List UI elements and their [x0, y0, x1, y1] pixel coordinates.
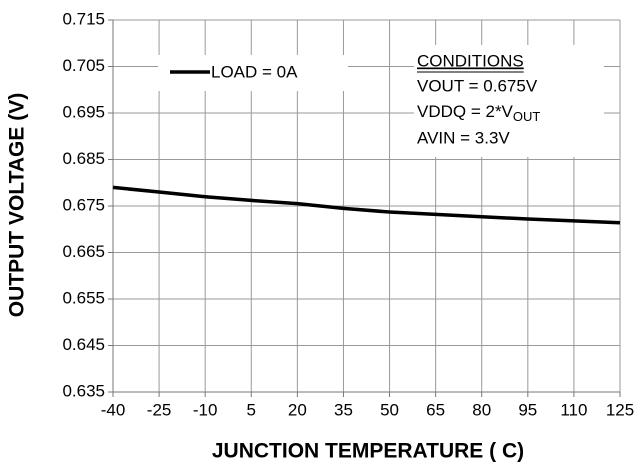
x-tick-label: 50 — [380, 400, 399, 419]
x-tick-label: 110 — [560, 400, 587, 419]
x-tick-label: 80 — [472, 400, 491, 419]
conditions-line: VDDQ = 2*VOUT — [417, 102, 540, 124]
y-tick-label: 0.715 — [62, 9, 105, 28]
conditions-box — [414, 45, 604, 157]
y-tick-label: 0.665 — [62, 242, 105, 261]
data-line — [112, 185, 621, 225]
x-tick-label: 35 — [334, 400, 353, 419]
y-axis-label: OUTPUT VOLTAGE (V) — [6, 93, 29, 317]
x-tick-label: -10 — [193, 400, 218, 419]
x-tick-label: 95 — [518, 400, 537, 419]
y-tick-label: 0.695 — [62, 102, 105, 121]
y-tick-label: 0.655 — [62, 288, 105, 307]
x-tick-label: -25 — [147, 400, 172, 419]
y-tick-label: 0.685 — [62, 149, 105, 168]
conditions-text: VDDQ = 2*V — [417, 102, 514, 121]
conditions-line: AVIN = 3.3V — [417, 128, 510, 147]
conditions-title: CONDITIONS — [417, 51, 524, 70]
x-tick-label: 20 — [288, 400, 307, 419]
x-tick-label: -40 — [101, 400, 126, 419]
y-tick-label: 0.705 — [62, 56, 105, 75]
legend-label: LOAD = 0A — [211, 62, 298, 81]
x-tick-label: 5 — [247, 400, 256, 419]
conditions-line: VOUT = 0.675V — [417, 76, 538, 95]
x-tick-label: 125 — [606, 400, 634, 419]
x-tick-label: 65 — [426, 400, 445, 419]
conditions-subscript: OUT — [513, 109, 541, 124]
y-tick-label: 0.635 — [62, 381, 105, 400]
x-axis-label: JUNCTION TEMPERATURE ( C) — [212, 440, 524, 463]
y-tick-label: 0.645 — [62, 335, 105, 354]
y-tick-label: 0.675 — [62, 195, 105, 214]
